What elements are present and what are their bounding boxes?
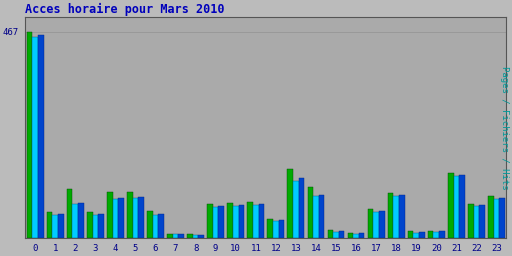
Bar [58,214,63,238]
Bar [313,196,319,238]
Bar [339,231,345,238]
Bar [93,215,98,238]
Bar [27,32,32,238]
Bar [439,231,445,238]
Bar [287,169,293,238]
Bar [219,206,224,238]
Bar [199,235,204,238]
Bar [239,205,244,238]
Bar [158,214,164,238]
Bar [233,206,239,238]
Bar [73,204,78,238]
Bar [488,196,494,238]
Bar [479,205,485,238]
Bar [373,212,379,238]
Bar [368,209,373,238]
Text: Acces horaire pour Mars 2010: Acces horaire pour Mars 2010 [25,3,225,16]
Bar [213,207,219,238]
Bar [267,219,273,238]
Bar [98,214,104,238]
Bar [448,173,454,238]
Bar [133,198,138,238]
Bar [279,220,284,238]
Bar [273,221,279,238]
Bar [359,233,365,238]
Bar [193,235,199,238]
Bar [319,195,325,238]
Bar [393,196,399,238]
Bar [379,211,385,238]
Bar [127,191,133,238]
Bar [178,234,184,238]
Bar [388,193,393,238]
Bar [227,202,233,238]
Bar [298,178,304,238]
Bar [47,212,52,238]
Bar [474,206,479,238]
Bar [78,202,83,238]
Y-axis label: Pages / Fichiers / Hits: Pages / Fichiers / Hits [500,66,509,189]
Bar [348,233,353,238]
Bar [259,204,264,238]
Bar [32,37,38,238]
Bar [187,234,193,238]
Bar [138,197,144,238]
Bar [207,204,213,238]
Bar [113,199,118,238]
Bar [468,204,474,238]
Bar [399,195,404,238]
Bar [38,35,44,238]
Bar [87,212,93,238]
Bar [408,231,413,238]
Bar [52,215,58,238]
Bar [293,180,298,238]
Bar [253,205,259,238]
Bar [308,187,313,238]
Bar [494,199,499,238]
Bar [67,189,73,238]
Bar [247,202,253,238]
Bar [107,191,113,238]
Bar [167,233,173,238]
Bar [333,232,339,238]
Bar [153,215,158,238]
Bar [173,234,178,238]
Bar [459,175,465,238]
Bar [118,198,124,238]
Bar [454,176,459,238]
Bar [434,232,439,238]
Bar [419,232,424,238]
Bar [413,233,419,238]
Bar [147,211,153,238]
Bar [353,233,359,238]
Bar [328,230,333,238]
Bar [499,198,505,238]
Bar [428,231,434,238]
